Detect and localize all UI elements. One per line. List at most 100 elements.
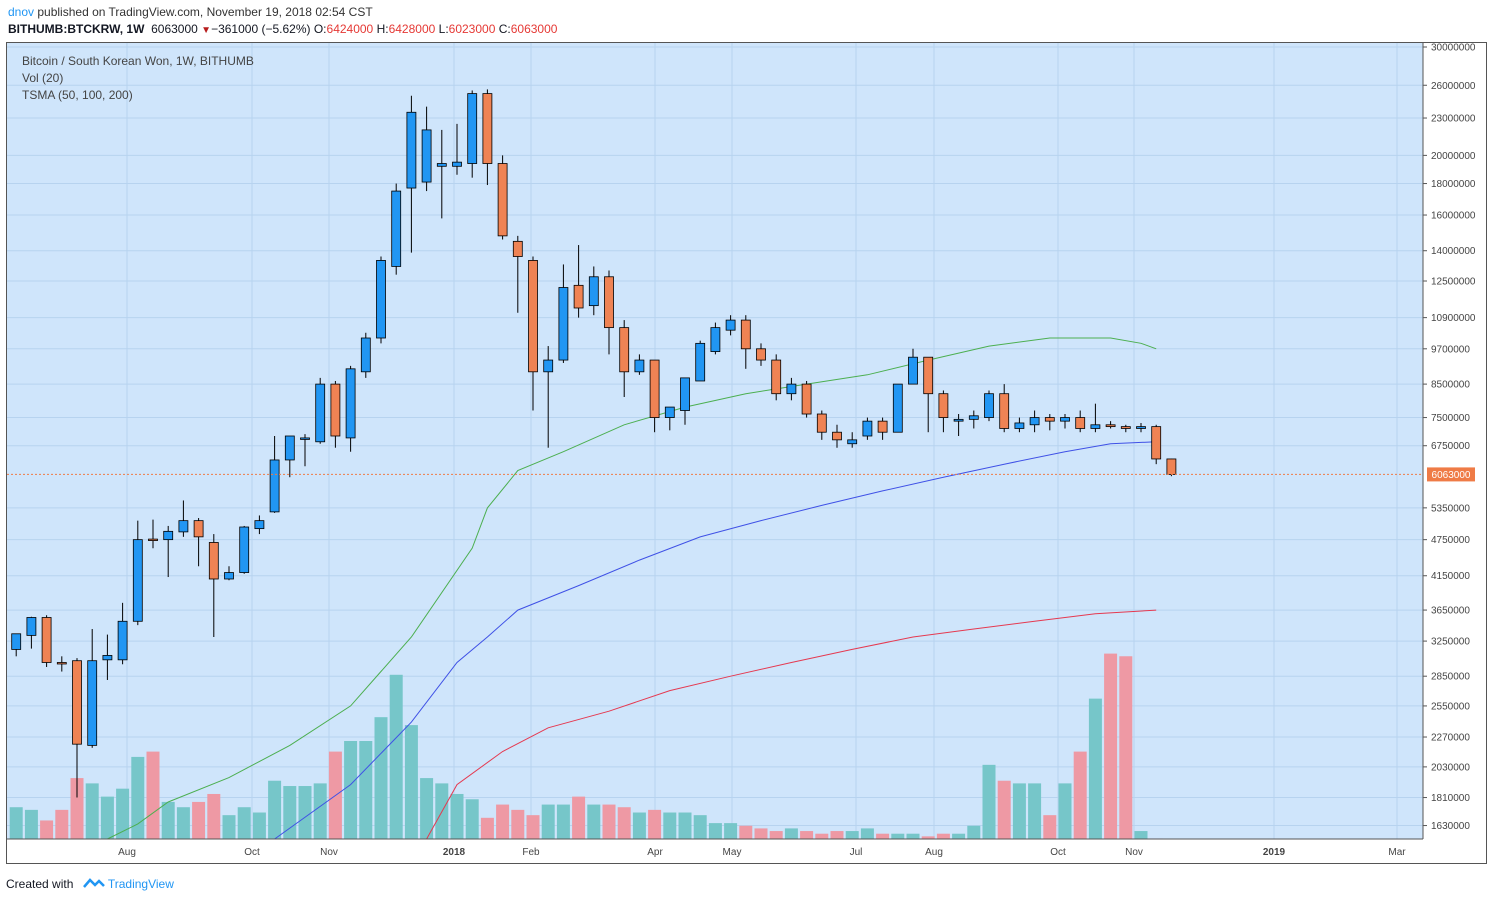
candle-body [360, 337, 371, 373]
volume-bar [176, 807, 190, 839]
candle-body [938, 393, 949, 418]
candle-body [421, 129, 432, 183]
candle-body [254, 520, 265, 530]
candle-body [1014, 422, 1025, 429]
volume-bar [9, 807, 23, 839]
time-tick-label: Feb [522, 847, 540, 858]
volume-bar [237, 807, 251, 839]
volume-bar [891, 833, 905, 839]
volume-bar [936, 833, 950, 839]
high-value: 6428000 [388, 22, 436, 36]
volume-bar [997, 780, 1011, 839]
price-axis-background [1423, 43, 1486, 863]
volume-bar [404, 725, 418, 839]
candle-body [847, 439, 858, 445]
price-tick-label: 8500000 [1431, 380, 1470, 391]
time-tick-label: Oct [1050, 847, 1066, 858]
candle-body [1105, 424, 1116, 428]
candle-body [862, 420, 873, 437]
candle-body [1136, 426, 1146, 429]
candle-body [1120, 426, 1131, 429]
down-arrow-icon: ▼ [201, 25, 212, 36]
volume-bar [1058, 783, 1072, 839]
candle-body [102, 655, 113, 661]
tradingview-link[interactable]: TradingView [107, 877, 174, 891]
time-tick-label: 2018 [443, 847, 466, 858]
plot-background [7, 43, 1423, 839]
volume-bar [921, 836, 935, 839]
candle-body [1029, 417, 1040, 426]
candle-body [877, 420, 888, 433]
candle-body [512, 240, 523, 257]
candle-body [330, 383, 341, 437]
volume-bar [769, 831, 783, 839]
published-text: published on TradingView.com, November 1… [34, 5, 373, 19]
time-tick-label: Apr [647, 847, 663, 858]
volume-bar [116, 788, 130, 839]
volume-bar [100, 796, 114, 839]
candle-body [771, 359, 782, 395]
price-tick-label: 10900000 [1431, 313, 1476, 324]
candle-body [497, 163, 508, 237]
volume-bar [207, 793, 221, 839]
volume-bar [724, 823, 738, 839]
ma100-line [274, 441, 1157, 840]
volume-bar [906, 833, 920, 839]
volume-bar [952, 833, 966, 839]
last-price-badge [1427, 467, 1475, 482]
volume-bar [587, 804, 601, 839]
candle-body [528, 260, 538, 373]
volume-bar [511, 809, 525, 839]
candle-body [436, 163, 447, 167]
publish-line: dnov published on TradingView.com, Novem… [8, 5, 373, 19]
candle-body [208, 542, 219, 580]
open-value: 6424000 [326, 22, 374, 36]
volume-bar [602, 804, 616, 839]
candle-body [391, 190, 402, 267]
candle-body [26, 617, 37, 636]
volume-bar [161, 801, 175, 839]
low-label: L: [438, 22, 449, 36]
price-tick-label: 1810000 [1431, 793, 1470, 804]
price-tick-label: 2550000 [1431, 701, 1470, 712]
time-tick-label: Aug [925, 847, 943, 858]
volume-bar [739, 825, 753, 839]
price-tick-label: 12500000 [1431, 277, 1476, 288]
tsma-legend: TSMA (50, 100, 200) [22, 88, 133, 102]
footer: Created with TradingView [6, 877, 174, 892]
candle-body [284, 435, 295, 461]
price-tick-label: 4150000 [1431, 571, 1470, 582]
candle-body [649, 359, 660, 418]
candle-body [664, 406, 675, 418]
volume-bar [298, 786, 312, 839]
price-chart[interactable]: 30000000 26000000 23000000 20000000 18000000… [7, 43, 1486, 863]
volume-bar [648, 809, 662, 839]
volume-bar [556, 804, 570, 839]
volume-bar [252, 812, 266, 839]
volume-bar [450, 793, 464, 839]
volume-bar [1073, 751, 1087, 839]
author-link[interactable]: dnov [8, 5, 35, 19]
time-tick-label: May [723, 847, 742, 858]
price-tick-label: 20000000 [1431, 151, 1476, 162]
price-tick-label: 1630000 [1431, 821, 1470, 832]
volume-bar [1012, 783, 1026, 839]
open-label: O: [313, 22, 327, 36]
volume-bar [967, 825, 981, 839]
candle-body [923, 356, 934, 395]
volume-bar [70, 778, 84, 839]
volume-bar [389, 674, 403, 839]
candle-body [56, 662, 67, 665]
candle-body [953, 418, 964, 422]
volume-legend: Vol (20) [22, 71, 64, 85]
last-price: 6063000 [151, 22, 198, 36]
chart-panel[interactable]: 30000000 26000000 23000000 20000000 18000000… [6, 42, 1487, 864]
price-tick-label: 9700000 [1431, 344, 1470, 355]
candle-body [193, 520, 204, 538]
candle-body [604, 276, 614, 329]
ma200-line [426, 609, 1157, 840]
volume-bar [982, 764, 996, 839]
volume-bar [313, 783, 327, 839]
volume-bar [1043, 815, 1057, 839]
price-tick-label: 18000000 [1431, 179, 1476, 190]
